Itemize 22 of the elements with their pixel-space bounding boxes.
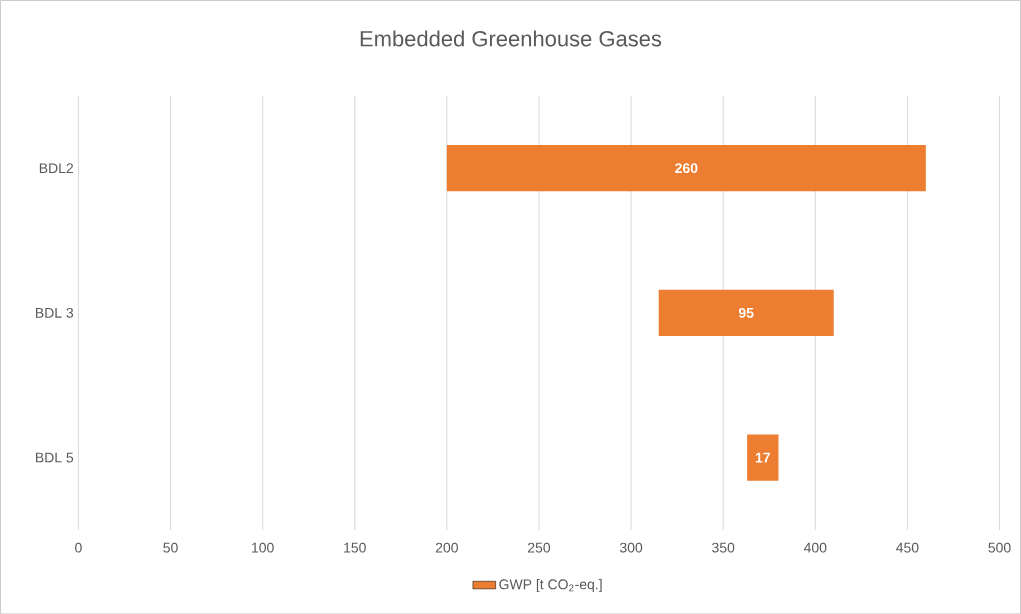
x-tick-label: 200 xyxy=(435,542,458,553)
y-tick-label: BDL2 xyxy=(39,163,73,173)
x-tick-label: 450 xyxy=(896,542,919,553)
x-tick-label: 500 xyxy=(988,542,1011,553)
y-tick-label: BDL 5 xyxy=(36,452,74,463)
data-label: 95 xyxy=(738,307,754,318)
x-tick-label: 350 xyxy=(712,542,735,553)
y-tick-label: BDL 3 xyxy=(36,307,74,318)
bar xyxy=(747,434,779,481)
x-tick-label: 50 xyxy=(163,542,178,553)
bar xyxy=(658,289,834,336)
x-tick-label: 250 xyxy=(528,542,551,553)
data-label: 17 xyxy=(755,452,770,463)
chart-title: Embedded Greenhouse Gases xyxy=(360,30,662,47)
legend-label: GWP [t CO$_{2}$-eq.] xyxy=(499,578,602,592)
x-tick-label: 150 xyxy=(344,542,366,553)
x-tick-label: 100 xyxy=(252,542,274,553)
x-tick-label: 400 xyxy=(803,542,827,553)
data-label: 260 xyxy=(675,162,698,173)
bar xyxy=(446,144,926,192)
x-tick-label: 0 xyxy=(75,542,82,553)
x-tick-label: 300 xyxy=(619,542,643,553)
